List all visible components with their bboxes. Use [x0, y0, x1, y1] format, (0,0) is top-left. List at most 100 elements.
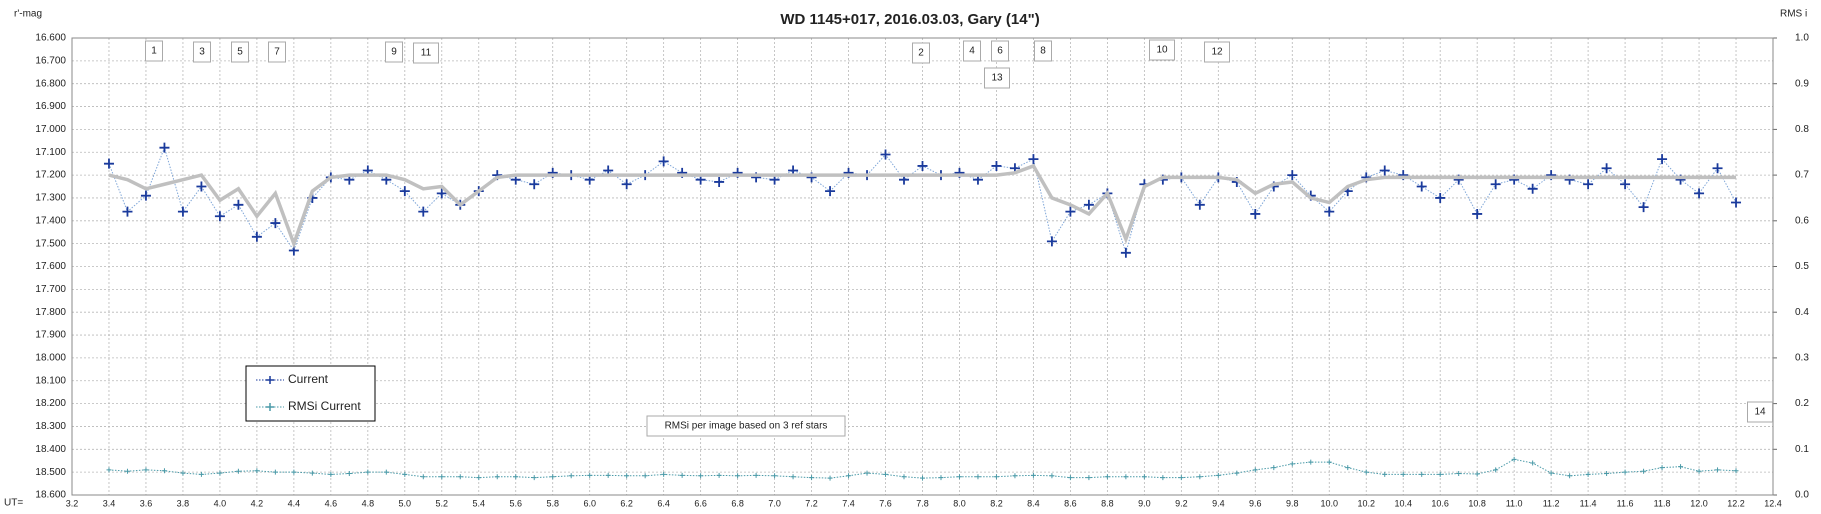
annotation: 6 — [997, 46, 1003, 57]
data-point — [1289, 461, 1295, 467]
data-point — [420, 474, 426, 480]
data-point — [214, 211, 225, 222]
data-point — [457, 474, 463, 480]
data-point — [143, 467, 149, 473]
annotation: 5 — [237, 47, 243, 58]
x-tick-label: 10.4 — [1394, 498, 1412, 508]
x-tick-label: 5.0 — [399, 498, 412, 508]
x-tick-label: 10.0 — [1320, 498, 1338, 508]
x-tick-label: 6.0 — [583, 498, 596, 508]
y2-tick-label: 1.0 — [1795, 33, 1809, 44]
data-point — [605, 472, 611, 478]
y2-tick-label: 0.9 — [1795, 78, 1809, 89]
data-point — [1030, 472, 1036, 478]
data-point — [1437, 471, 1443, 477]
annotation-box — [1204, 41, 1230, 63]
y-tick-label: 17.100 — [35, 147, 66, 158]
data-point — [1733, 468, 1739, 474]
annotation-box — [646, 415, 846, 437]
data-point — [568, 473, 574, 479]
annotation: 11 — [421, 48, 432, 59]
y-tick-label: 17.800 — [35, 307, 66, 318]
data-point — [1527, 183, 1538, 194]
data-point — [1065, 206, 1076, 217]
x-tick-label: 4.0 — [214, 498, 227, 508]
x-tick-label: 7.2 — [805, 498, 818, 508]
data-point — [177, 206, 188, 217]
trend-line — [108, 163, 1737, 249]
y-tick-label: 18.600 — [35, 490, 66, 501]
data-point — [180, 470, 186, 476]
data-point — [658, 156, 669, 167]
data-point — [365, 469, 371, 475]
data-point — [1250, 208, 1261, 219]
y2-tick-label: 0.6 — [1795, 215, 1809, 226]
data-point — [735, 473, 741, 479]
annotation: 3 — [199, 47, 205, 58]
y-tick-label: 18.400 — [35, 444, 66, 455]
data-point — [1160, 475, 1166, 481]
x-tick-label: 5.4 — [473, 498, 486, 508]
data-point — [1678, 464, 1684, 470]
data-point — [529, 179, 540, 190]
y2-tick-label: 0.7 — [1795, 170, 1809, 181]
data-point — [436, 188, 447, 199]
data-point — [1104, 474, 1110, 480]
x-tick-label: 7.8 — [916, 498, 929, 508]
y-tick-label: 17.900 — [35, 330, 66, 341]
x-tick-label: 5.8 — [546, 498, 559, 508]
annotation-box — [268, 41, 286, 63]
data-point — [402, 471, 408, 477]
data-point — [790, 474, 796, 480]
data-point — [1287, 170, 1298, 181]
data-point — [439, 474, 445, 480]
y-tick-label: 16.800 — [35, 78, 66, 89]
data-point — [1345, 465, 1351, 471]
data-point — [825, 186, 836, 197]
data-point — [772, 473, 778, 479]
x-tick-label: 7.0 — [768, 498, 781, 508]
data-point — [621, 179, 632, 190]
y-tick-label: 16.900 — [35, 101, 66, 112]
data-point — [883, 471, 889, 477]
x-tick-label: 6.4 — [657, 498, 670, 508]
data-point — [1638, 202, 1649, 213]
legend-box — [245, 365, 376, 422]
x-tick-label: 4.4 — [288, 498, 301, 508]
annotation: 9 — [391, 47, 397, 58]
y-tick-label: 16.700 — [35, 55, 66, 66]
x-tick-label: 11.0 — [1506, 498, 1523, 508]
y-tick-label: 18.500 — [35, 467, 66, 478]
data-point — [1530, 460, 1536, 466]
y-tick-label: 17.200 — [35, 170, 66, 181]
data-point — [1493, 467, 1499, 473]
data-point — [233, 199, 244, 210]
data-point — [1178, 475, 1184, 481]
data-point — [809, 475, 815, 481]
x-tick-label: 9.4 — [1212, 498, 1225, 508]
x-tick-label: 3.4 — [103, 498, 116, 508]
data-point — [1123, 474, 1129, 480]
data-point — [827, 475, 833, 481]
data-point — [1382, 471, 1388, 477]
annotation-box — [413, 42, 439, 64]
data-point — [531, 475, 537, 481]
data-point — [103, 158, 114, 169]
data-point — [1474, 471, 1480, 477]
legend-marker — [266, 403, 274, 411]
x-tick-label: 4.8 — [362, 498, 375, 508]
data-point — [291, 469, 297, 475]
data-point — [1567, 473, 1573, 479]
data-point — [235, 468, 241, 474]
y2-tick-label: 0.3 — [1795, 353, 1809, 364]
data-point — [716, 472, 722, 478]
annotation: 4 — [969, 46, 975, 57]
data-point — [550, 474, 556, 480]
data-point — [1194, 199, 1205, 210]
x-tick-label: 4.2 — [251, 498, 264, 508]
x-tick-label: 11.6 — [1617, 498, 1634, 508]
y-tick-label: 18.000 — [35, 353, 66, 364]
data-point — [196, 181, 207, 192]
x-tick-label: 9.6 — [1249, 498, 1262, 508]
data-point — [1511, 456, 1517, 462]
